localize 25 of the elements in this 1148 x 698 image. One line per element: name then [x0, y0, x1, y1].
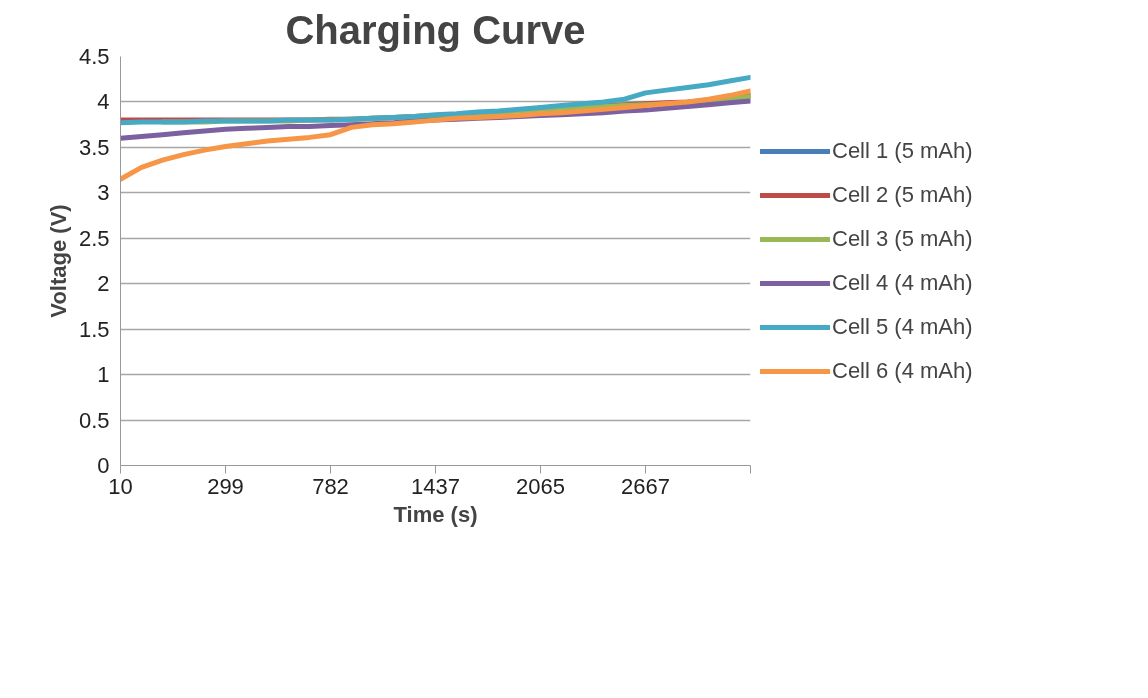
- x-tick-label: 299: [207, 473, 244, 499]
- x-tick-label: 1437: [411, 473, 460, 499]
- legend-label: Cell 1 (5 mAh): [832, 137, 973, 164]
- legend-label: Cell 2 (5 mAh): [832, 181, 973, 208]
- y-tick-label: 4: [97, 89, 110, 115]
- y-tick-label: 1.5: [78, 316, 110, 342]
- y-tick-label: 2: [97, 271, 110, 297]
- y-tick-label: 2.5: [78, 225, 110, 251]
- y-tick-label: 4.5: [78, 44, 110, 69]
- y-tick-label: 0.5: [78, 407, 110, 433]
- y-tick-label: 0: [97, 453, 110, 478]
- chart-title: Charging Curve: [285, 7, 586, 52]
- legend-label: Cell 4 (4 mAh): [832, 269, 973, 296]
- y-tick-label: 3.5: [78, 134, 110, 160]
- y-tick-label: 3: [97, 180, 110, 206]
- y-tick-label: 1: [97, 362, 110, 388]
- legend-label: Cell 6 (4 mAh): [832, 357, 973, 384]
- x-tick-label: 2065: [516, 473, 565, 499]
- x-tick-label: 10: [108, 473, 133, 499]
- y-axis-title: Voltage (V): [45, 204, 71, 318]
- x-axis-title: Time (s): [393, 501, 478, 527]
- legend-label: Cell 5 (4 mAh): [832, 313, 973, 340]
- x-tick-label: 782: [312, 473, 349, 499]
- legend-label: Cell 3 (5 mAh): [832, 225, 973, 252]
- x-tick-label: 2667: [621, 473, 670, 499]
